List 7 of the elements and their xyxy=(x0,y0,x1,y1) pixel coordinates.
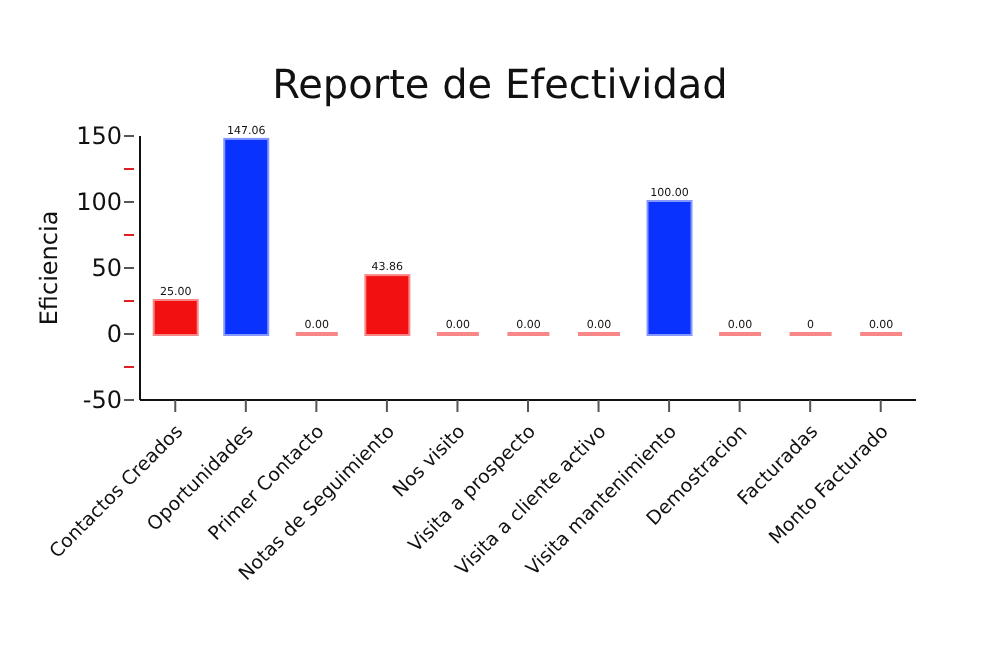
y-tick-label: 100 xyxy=(76,188,122,216)
y-tick-label: 0 xyxy=(106,320,122,348)
y-tick-label: 50 xyxy=(91,254,122,282)
y-tick-label: -50 xyxy=(82,386,122,414)
y-tick-label: 150 xyxy=(76,122,122,150)
chart-title: Reporte de Efectividad xyxy=(270,58,730,112)
y-axis-title: Eficiencia xyxy=(34,210,63,326)
